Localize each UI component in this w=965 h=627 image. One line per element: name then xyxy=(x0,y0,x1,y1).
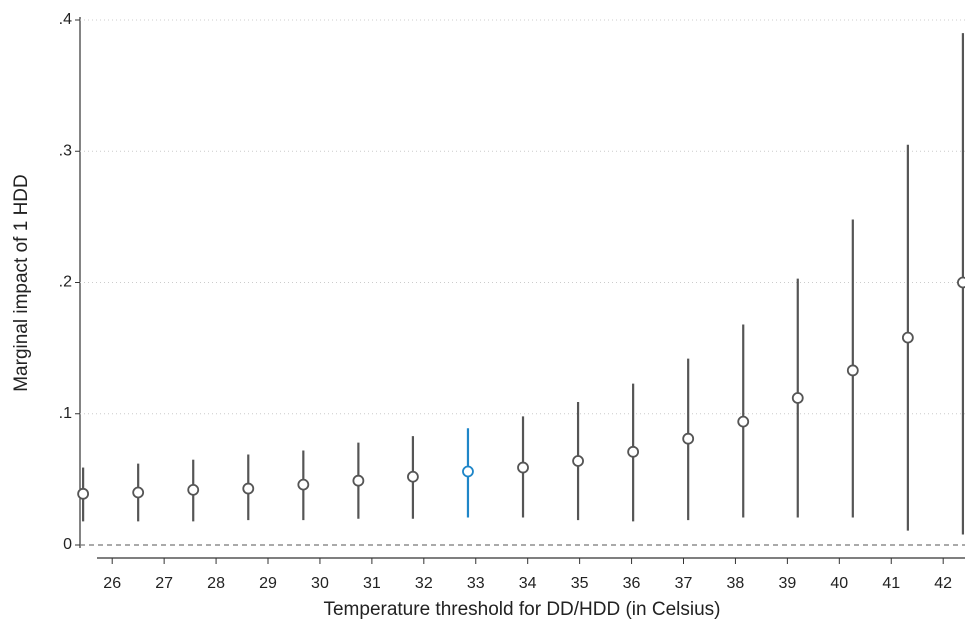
y-tick-label: .4 xyxy=(59,11,72,28)
x-axis-title: Temperature threshold for DD/HDD (in Cel… xyxy=(323,599,720,620)
x-tick-label: 29 xyxy=(259,575,277,592)
x-tick-label: 33 xyxy=(467,575,485,592)
x-tick-label: 28 xyxy=(207,575,225,592)
y-tick-label: .2 xyxy=(59,274,72,291)
x-tick-label: 39 xyxy=(778,575,796,592)
x-tick-label: 35 xyxy=(571,575,589,592)
x-tick-label: 36 xyxy=(623,575,641,592)
point xyxy=(187,483,200,496)
point xyxy=(297,478,310,491)
point xyxy=(846,364,859,377)
point xyxy=(957,276,965,289)
x-tick-label: 30 xyxy=(311,575,329,592)
x-tick-label: 34 xyxy=(519,575,537,592)
point xyxy=(462,465,474,478)
y-tick-label: .3 xyxy=(59,142,72,159)
point xyxy=(901,331,914,344)
x-tick-label: 38 xyxy=(727,575,745,592)
point xyxy=(737,415,750,428)
point xyxy=(517,461,529,474)
x-tick-label: 42 xyxy=(934,575,952,592)
x-tick-label: 37 xyxy=(675,575,693,592)
point xyxy=(132,486,145,499)
x-tick-label: 31 xyxy=(363,575,381,592)
point xyxy=(572,455,584,467)
x-tick-label: 41 xyxy=(882,575,900,592)
x-tick-label: 26 xyxy=(103,575,121,592)
point xyxy=(407,470,419,483)
point xyxy=(791,392,804,404)
y-tick-label: .1 xyxy=(59,405,72,422)
y-tick-label: 0 xyxy=(63,536,72,553)
x-tick-label: 40 xyxy=(830,575,848,592)
x-tick-label: 27 xyxy=(155,575,173,592)
point xyxy=(77,487,90,500)
x-tick-label: 32 xyxy=(415,575,433,592)
point xyxy=(352,474,365,487)
point xyxy=(242,482,255,495)
point xyxy=(627,445,640,458)
y-axis-title: Marginal impact of 1 HDD xyxy=(11,174,32,392)
point xyxy=(682,432,695,445)
